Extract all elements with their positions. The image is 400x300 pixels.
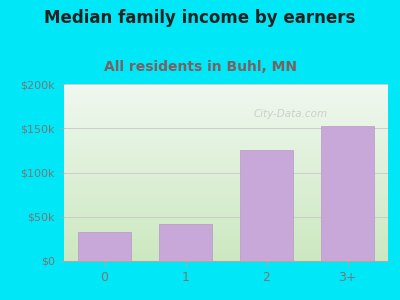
Text: Median family income by earners: Median family income by earners: [44, 9, 356, 27]
Bar: [78, 232, 131, 261]
Bar: [159, 224, 212, 261]
Bar: [321, 127, 374, 261]
Text: All residents in Buhl, MN: All residents in Buhl, MN: [104, 60, 296, 74]
Text: City-Data.com: City-Data.com: [254, 109, 328, 119]
Bar: [240, 150, 293, 261]
